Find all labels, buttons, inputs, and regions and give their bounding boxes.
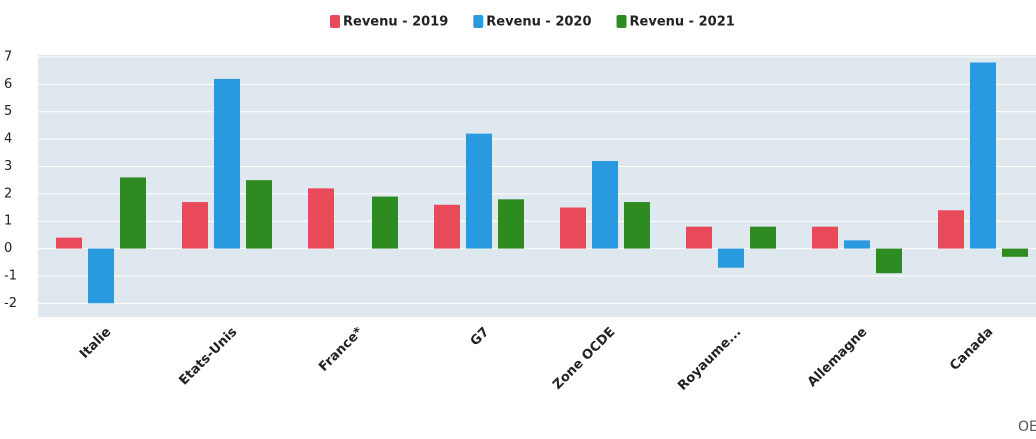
legend-label: Revenu - 2019 — [343, 15, 448, 30]
bar — [844, 240, 870, 249]
x-tick-label: G7 — [468, 325, 493, 350]
bar — [466, 133, 492, 249]
bar — [120, 177, 146, 249]
bar — [592, 161, 618, 249]
logo: OE — [1018, 419, 1036, 435]
bar — [434, 204, 460, 249]
bar — [686, 226, 712, 249]
x-tick-label: Canada — [947, 325, 996, 374]
plot-background — [38, 55, 1036, 317]
bar — [750, 226, 776, 249]
bar — [938, 210, 964, 249]
legend-label: Revenu - 2020 — [486, 15, 591, 30]
bar — [498, 199, 524, 249]
y-tick-label: 0 — [4, 241, 12, 256]
bar — [182, 202, 208, 249]
bar — [876, 248, 902, 274]
y-tick-label: 2 — [4, 186, 12, 201]
x-tick-label: Italie — [77, 325, 114, 362]
legend-swatch — [616, 15, 627, 28]
x-tick-label: Etats-Unis — [176, 325, 240, 389]
y-tick-label: 4 — [4, 132, 12, 147]
bar — [970, 62, 996, 249]
bar — [56, 237, 82, 249]
bar — [246, 180, 272, 249]
legend-swatch — [330, 15, 340, 28]
legend-label: Revenu - 2021 — [630, 15, 735, 30]
x-tick-label: France* — [316, 325, 366, 375]
x-tick-label: Allemagne — [805, 325, 871, 391]
x-tick-label: Zone OCDE — [550, 325, 618, 393]
bar — [812, 226, 838, 249]
x-tick-label: Royaume... — [675, 325, 744, 394]
y-tick-label: -2 — [4, 296, 17, 311]
legend-swatch — [473, 15, 484, 28]
y-tick-label: 1 — [4, 214, 12, 229]
bar — [1002, 248, 1028, 257]
bar — [308, 188, 334, 249]
bar — [624, 202, 650, 249]
y-tick-label: -1 — [4, 268, 17, 283]
legend: Revenu - 2019 Revenu - 2020 Revenu - 2021 — [330, 15, 735, 30]
bar — [718, 248, 744, 268]
y-tick-label: 3 — [4, 159, 12, 174]
bar — [372, 196, 398, 249]
bar — [88, 248, 114, 304]
y-tick-label: 6 — [4, 77, 12, 92]
y-tick-label: 7 — [4, 50, 12, 65]
y-tick-label: 5 — [4, 104, 12, 119]
bar — [214, 78, 240, 249]
bar — [560, 207, 586, 249]
